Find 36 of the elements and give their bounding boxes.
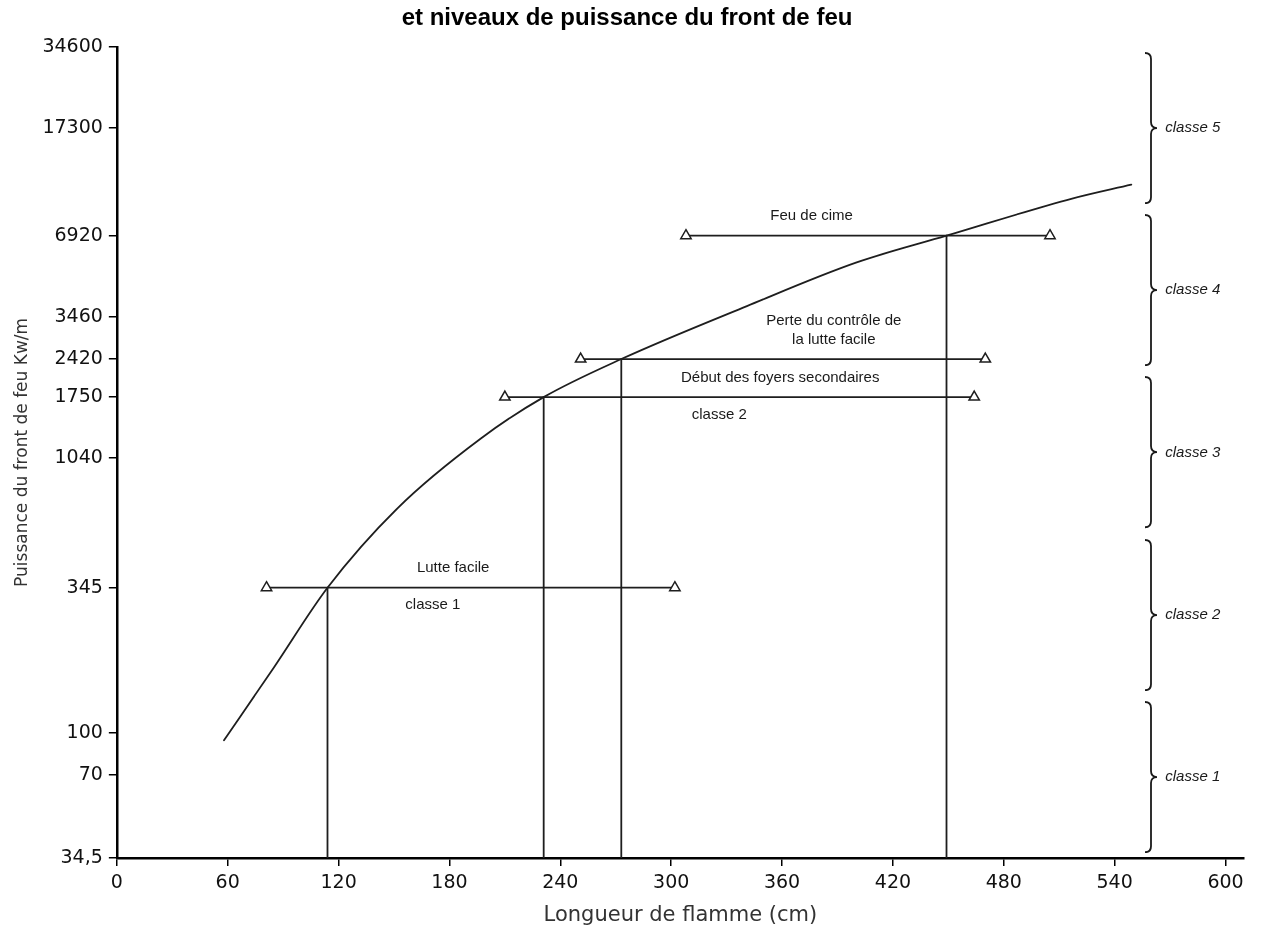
annotation: classe 1 bbox=[1165, 767, 1221, 785]
annotation: Lutte facile bbox=[416, 558, 490, 576]
y-tick-label: 6920 bbox=[54, 222, 103, 245]
y-tick-label: 1040 bbox=[54, 445, 103, 468]
y-tick-label: 3460 bbox=[54, 304, 103, 327]
y-tick-label: 17300 bbox=[42, 115, 103, 138]
x-tick-label: 180 bbox=[431, 870, 468, 893]
y-tick-label: 34600 bbox=[42, 33, 103, 56]
annotation: classe 2 bbox=[1165, 604, 1221, 622]
y-tick-label: 345 bbox=[66, 574, 103, 597]
chart-title: et niveaux de puissance du front de feu bbox=[401, 3, 853, 31]
x-tick-label: 540 bbox=[1096, 870, 1133, 893]
annotation: classe 2 bbox=[691, 404, 747, 422]
annotation: classe 3 bbox=[1165, 442, 1221, 460]
x-tick-label: 0 bbox=[110, 870, 123, 893]
annotation: Feu de cime bbox=[770, 206, 853, 224]
annotation: Début des foyers secondaires bbox=[680, 367, 880, 385]
annotation: classe 4 bbox=[1165, 280, 1221, 298]
x-axis-title: Longueur de flamme (cm) bbox=[543, 901, 818, 926]
y-axis-title: Puissance du front de feu Kw/m bbox=[10, 317, 31, 587]
x-tick-label: 420 bbox=[874, 870, 912, 893]
x-tick-label: 480 bbox=[985, 870, 1022, 893]
x-tick-label: 300 bbox=[653, 870, 690, 893]
annotation: Perte du contrôle de la lutte facile bbox=[766, 310, 902, 347]
annotation: classe 5 bbox=[1165, 118, 1221, 136]
y-tick-label: 70 bbox=[78, 761, 103, 784]
y-tick-label: 1750 bbox=[54, 384, 103, 407]
x-tick-label: 600 bbox=[1207, 870, 1244, 893]
y-tick-label: 100 bbox=[66, 720, 103, 743]
y-tick-label: 2420 bbox=[54, 345, 103, 368]
x-tick-label: 120 bbox=[320, 870, 357, 893]
x-tick-label: 240 bbox=[542, 870, 579, 893]
x-tick-label: 60 bbox=[215, 870, 240, 893]
x-tick-label: 360 bbox=[763, 870, 801, 893]
annotation: classe 1 bbox=[405, 595, 461, 613]
y-tick-label: 34,5 bbox=[60, 844, 103, 867]
